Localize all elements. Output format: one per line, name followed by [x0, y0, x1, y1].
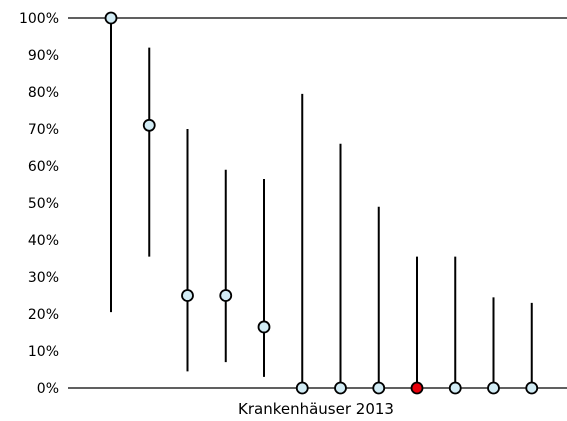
data-point-11 — [487, 381, 500, 395]
y-tick-labels: 0% 10% 20% 30% 40% 50% 60% 70% 80% 90% 100% — [19, 11, 59, 397]
data-point-1 — [104, 11, 118, 25]
y-tick-label: 80% — [28, 85, 59, 101]
y-tick-label: 20% — [28, 307, 59, 323]
y-tick-label: 60% — [28, 159, 59, 175]
data-point-6 — [295, 381, 309, 395]
data-point-4 — [219, 289, 233, 302]
data-point-2 — [142, 118, 156, 132]
y-tick-label: 50% — [28, 196, 59, 212]
y-tick-label: 10% — [28, 344, 59, 360]
data-point-3 — [181, 289, 194, 302]
y-tick-label: 30% — [28, 270, 59, 286]
data-point-8 — [372, 381, 386, 395]
y-tick-label: 0% — [37, 381, 59, 397]
y-tick-label: 70% — [28, 122, 59, 138]
y-tick-label: 40% — [28, 233, 59, 249]
data-point-highlighted — [410, 381, 424, 395]
y-tick-label: 100% — [19, 11, 59, 27]
data-points — [104, 11, 539, 395]
y-tick-label: 90% — [28, 48, 59, 64]
data-point-12 — [525, 381, 539, 395]
data-point-5 — [257, 320, 271, 334]
x-axis-title: Krankenhäuser 2013 — [238, 400, 394, 418]
data-point-7 — [334, 381, 347, 395]
error-bars — [110, 18, 533, 388]
data-point-10 — [448, 381, 462, 395]
